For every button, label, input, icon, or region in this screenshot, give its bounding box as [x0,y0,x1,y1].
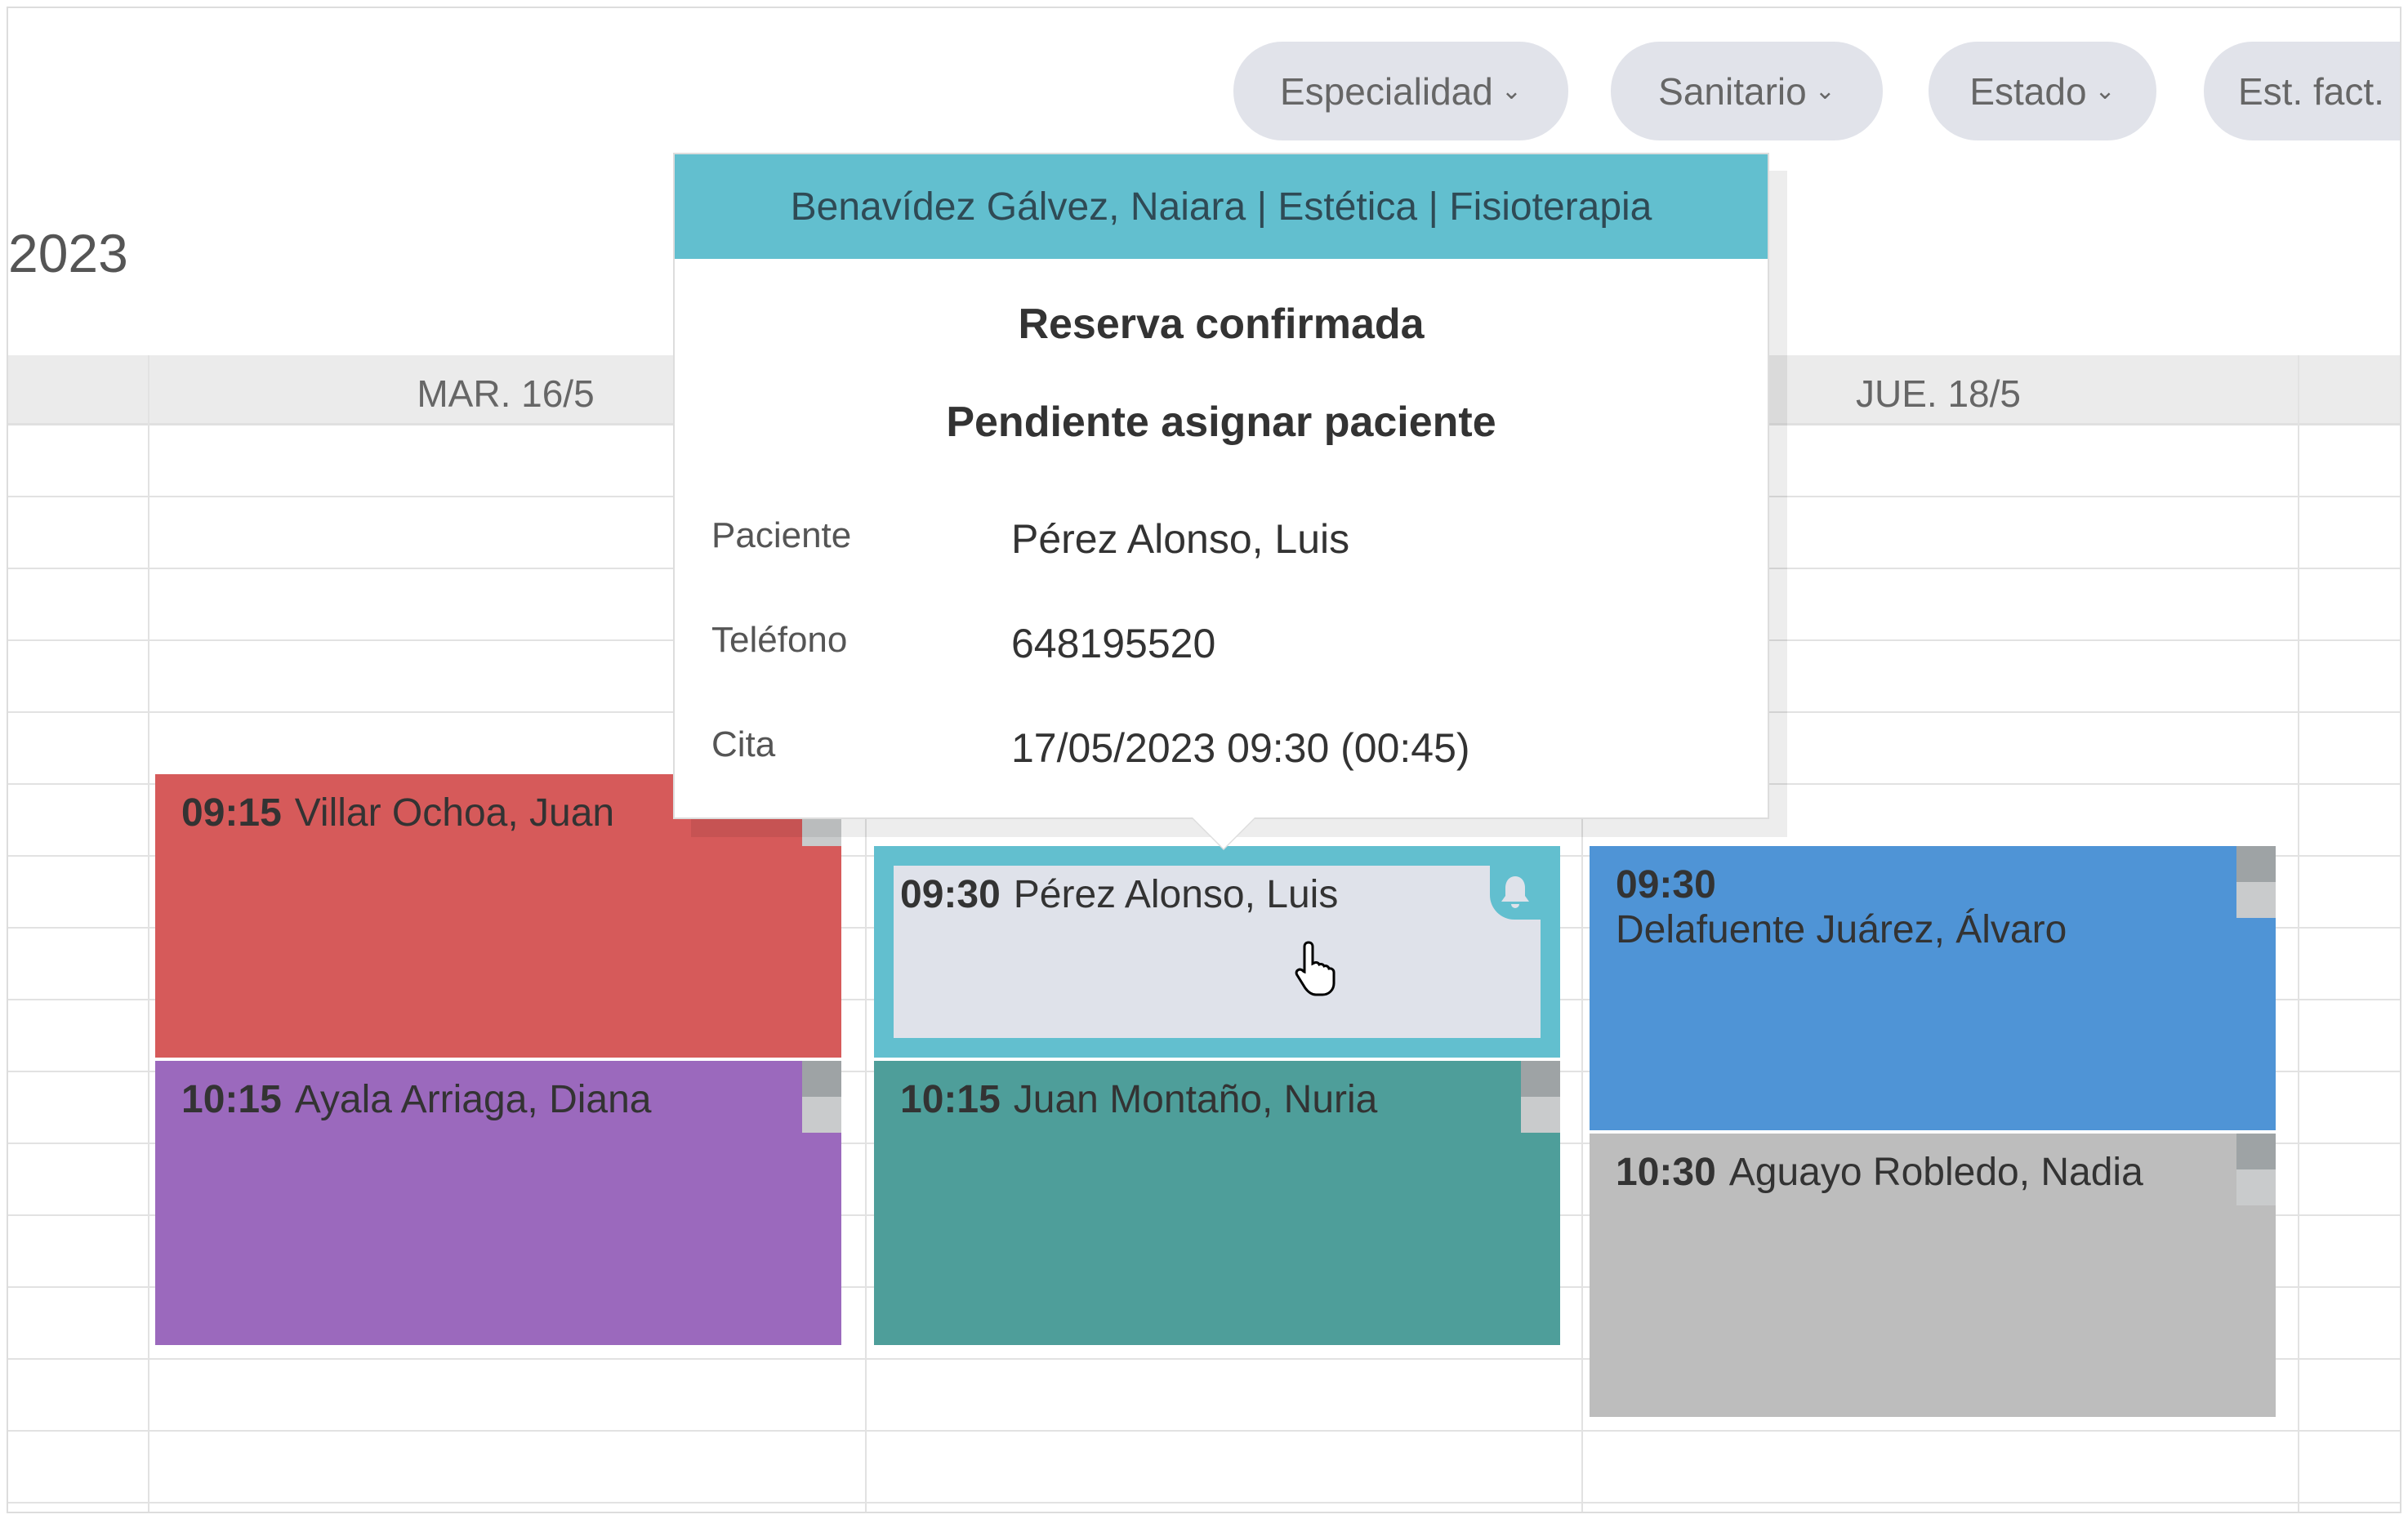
filter-label: Especialidad [1280,69,1493,113]
appointment-time: 10:15 [900,1078,1001,1121]
popover-header: Benavídez Gálvez, Naiara | Estética | Fi… [675,154,1768,259]
appointment[interactable]: 10:15 Ayala Arriaga, Diana [155,1061,841,1345]
patient-value: Pérez Alonso, Luis [1011,516,1350,562]
filter-label: Est. fact. [2238,69,2384,113]
status-indicator [2236,1134,2276,1205]
appointment-patient: Aguayo Robledo, Nadia [1728,1151,2143,1194]
appointment-patient: Delafuente Juárez, Álvaro [1616,908,2067,951]
filter-est-fact[interactable]: Est. fact. [2204,42,2400,140]
appointment-value: 17/05/2023 09:30 (00:45) [1011,725,1470,771]
column-divider [865,355,867,1512]
popover-substatus: Pendiente asignar paciente [946,399,1496,446]
chevron-down-icon: ⌄ [2094,78,2116,105]
appointment-label: Cita [711,724,776,764]
appointment[interactable]: 09:30 Delafuente Juárez, Álvaro [1590,846,2276,1130]
appointment-patient: Villar Ochoa, Juan [294,791,615,835]
filter-estado[interactable]: Estado ⌄ [1929,42,2156,140]
status-indicator [1521,1061,1560,1133]
appointment-time: 09:30 [1616,863,1716,906]
filter-especialidad[interactable]: Especialidad ⌄ [1233,42,1568,140]
column-divider [1581,355,1583,1512]
popover-arrow [1193,817,1255,849]
appointment-time: 10:30 [1616,1151,1716,1194]
status-indicator [2236,846,2276,918]
column-divider [148,355,149,1512]
bell-icon[interactable] [1490,866,1541,920]
day-header-tue: MAR. 16/5 [417,372,595,415]
appointment-time: 09:30 [900,873,1001,916]
filter-label: Estado [1969,69,2087,113]
column-divider [2298,355,2299,1512]
day-header-thu: JUE. 18/5 [1856,372,2021,415]
appointment-popover: Benavídez Gálvez, Naiara | Estética | Fi… [673,153,1769,819]
appointment-time: 10:15 [181,1078,282,1121]
phone-value: 648195520 [1011,621,1216,666]
patient-label: Paciente [711,515,852,555]
appointment-patient: Juan Montaño, Nuria [1013,1078,1378,1121]
calendar-view: Especialidad ⌄ Sanitario ⌄ Estado ⌄ Est. fa… [7,7,2401,1513]
phone-label: Teléfono [711,620,848,660]
appointment-time: 09:15 [181,791,282,835]
filter-label: Sanitario [1658,69,1807,113]
calendar-title: 2023 [8,223,128,283]
popover-status: Reserva confirmada [1018,301,1425,348]
chevron-down-icon: ⌄ [1501,78,1522,105]
hand-cursor-icon [1295,941,1336,996]
appointment-patient: Ayala Arriaga, Diana [294,1078,652,1121]
status-indicator [802,1061,841,1133]
appointment-selected[interactable]: 09:30 Pérez Alonso, Luis [874,846,1560,1058]
chevron-down-icon: ⌄ [1814,78,1835,105]
filter-sanitario[interactable]: Sanitario ⌄ [1611,42,1883,140]
appointment[interactable]: 10:30 Aguayo Robledo, Nadia [1590,1134,2276,1417]
appointment-patient: Pérez Alonso, Luis [1013,873,1339,916]
appointment[interactable]: 10:15 Juan Montaño, Nuria [874,1061,1560,1345]
